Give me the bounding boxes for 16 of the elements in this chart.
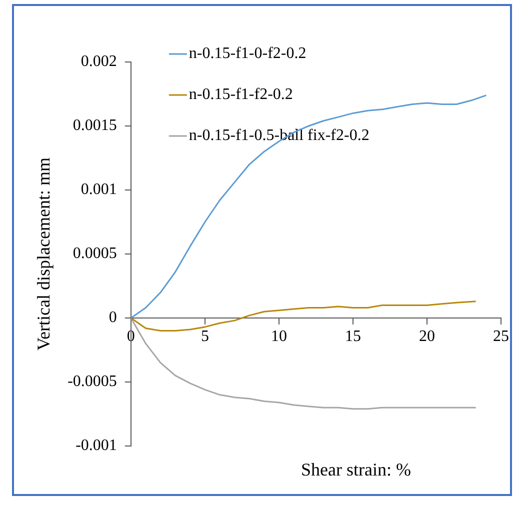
x-tick-label: 25 — [493, 328, 509, 345]
x-axis-title: Shear strain: % — [300, 460, 411, 480]
y-tick-label: 0.002 — [80, 53, 117, 70]
legend-label: n-0.15-f1-0-f2-0.2 — [188, 45, 306, 62]
x-tick-label: 15 — [344, 328, 361, 345]
y-tick-label: -0.001 — [76, 437, 117, 454]
y-tick-label: 0.0005 — [72, 245, 117, 262]
x-tick-label: 10 — [270, 328, 287, 345]
x-tick-label: 5 — [200, 328, 209, 345]
legend-label: n-0.15-f1-f2-0.2 — [188, 86, 293, 104]
y-tick-label: -0.0005 — [68, 373, 117, 390]
y-tick-label: 0 — [108, 309, 117, 326]
y-axis-title: Vertical displacement: mm — [34, 158, 54, 350]
x-tick-label: 20 — [418, 328, 435, 345]
y-tick-label: 0.001 — [80, 181, 117, 198]
y-tick-label: 0.0015 — [72, 117, 117, 134]
